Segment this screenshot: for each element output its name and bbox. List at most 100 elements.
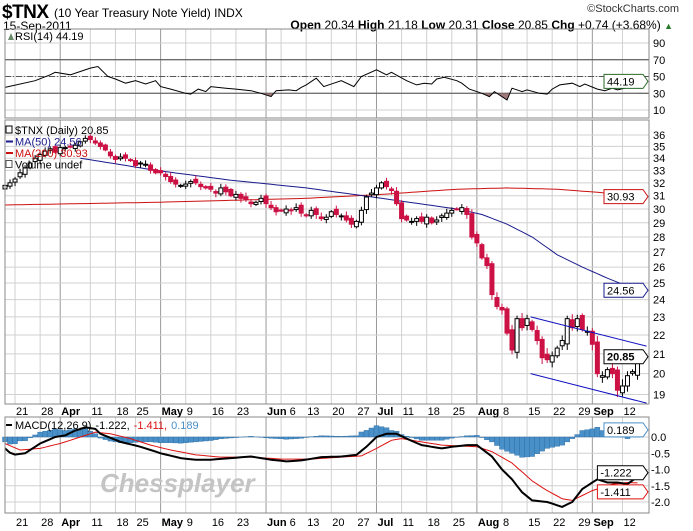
rsi-tick-label: 50: [653, 72, 665, 84]
x-tick-label: Sep: [594, 406, 614, 418]
macd-histogram-bar: [313, 435, 319, 438]
candle-body: [293, 207, 299, 211]
price-legend-item: MA(200) 30.93: [15, 148, 88, 160]
x-tick-label: 16: [212, 406, 224, 418]
macd-histogram-bar: [509, 436, 515, 454]
candle-body: [72, 144, 78, 150]
candle-body: [599, 375, 605, 378]
x-tick-label: Aug: [478, 517, 499, 529]
candle-body: [283, 208, 289, 214]
x-tick-label: 11: [403, 517, 414, 529]
candle-body: [409, 220, 415, 223]
price-tick-label: 32: [653, 178, 665, 190]
panel-frames: [4, 28, 650, 514]
price-tick-label: 23: [653, 312, 665, 324]
x-tick-label: 22: [553, 406, 565, 418]
x-tick-label: 18: [116, 517, 128, 529]
candle-body: [444, 212, 450, 219]
macd-histogram-bar: [203, 436, 209, 442]
x-tick-label: 8: [503, 406, 509, 418]
candle-body: [278, 209, 284, 212]
labels: 21 28 Apr 11 18 25 May 9 16 23 Jun 6 13 20 27 Jul 11 18 25…: [5, 31, 670, 529]
macd-histogram-bar: [559, 436, 565, 446]
macd-histogram-bar: [484, 436, 490, 440]
macd-histogram-bar: [42, 430, 48, 438]
macd-histogram-bar: [544, 436, 550, 449]
price-tick-label: 34: [653, 153, 665, 165]
candle-body: [158, 170, 164, 174]
macd-tick-label: -0.5: [651, 448, 670, 460]
candle-body: [223, 186, 229, 193]
candle-body: [529, 321, 535, 330]
macd-tick-label: 0.0: [651, 432, 666, 444]
candle-body: [107, 151, 113, 157]
macd-histogram-bar: [37, 431, 43, 438]
candle-body: [133, 160, 139, 166]
candle-body: [534, 330, 540, 342]
ma50-line: [80, 157, 638, 291]
candle-body: [414, 218, 420, 222]
candle-body: [258, 197, 264, 203]
candle-body: [379, 182, 384, 189]
x-tick-label: 18: [116, 406, 128, 418]
candle-body: [323, 216, 329, 220]
price-legend-item: $TNX (Daily) 20.85: [15, 125, 109, 137]
macd-histogram-bar: [142, 436, 149, 443]
rsi-line: [4, 65, 638, 101]
macd-histogram-bar: [474, 435, 480, 438]
value-tag-label: 20.85: [607, 352, 635, 364]
candle-body: [183, 183, 189, 187]
candle-body: [459, 207, 465, 212]
macd-histogram-bar: [529, 436, 535, 457]
macd-histogram-bar: [323, 435, 329, 438]
macd-histogram-bar: [373, 425, 380, 438]
x-tick-label: Apr: [61, 406, 81, 418]
value-tag-box: [603, 349, 649, 365]
candle-body: [439, 215, 445, 219]
price-tick-label: 26: [653, 262, 665, 274]
exchange-label: INDX: [214, 6, 243, 20]
candle-body: [138, 162, 144, 165]
x-tick-label: 15: [528, 406, 540, 418]
x-tick-label: Jul: [377, 517, 393, 529]
value-tag-label: 44.19: [607, 76, 635, 88]
macd-histogram-bar: [177, 436, 184, 444]
candle-body: [198, 183, 204, 188]
x-tick-label: 11: [91, 517, 102, 529]
value-tag-label: -1.222: [600, 468, 631, 480]
candle-body: [303, 214, 309, 217]
macd-histogram-bar: [514, 436, 520, 456]
candle-body: [429, 217, 435, 224]
price-tick-label: 22: [653, 330, 665, 342]
candle-body: [17, 172, 23, 178]
macd-histogram-bar: [278, 436, 284, 439]
candle-body: [87, 135, 93, 141]
candle-body: [630, 371, 635, 374]
candle-body: [579, 314, 585, 330]
price-tick-label: 36: [653, 130, 665, 142]
macd-histogram-bar: [549, 436, 555, 448]
candle-body: [233, 193, 239, 198]
price-tick-label: 29: [653, 218, 665, 230]
candle-body: [609, 367, 615, 375]
macd-histogram-bar: [12, 436, 18, 444]
candle-body: [7, 182, 13, 187]
macd-histogram-bar: [353, 435, 360, 438]
candle-body: [308, 209, 314, 217]
x-tick-label: 16: [212, 517, 224, 529]
candle-body: [318, 216, 324, 220]
candle-body: [399, 202, 405, 220]
macd-histogram-bar: [233, 436, 239, 438]
candle-body: [67, 145, 73, 148]
macd-histogram-bar: [218, 436, 224, 439]
macd-histogram-bar: [268, 436, 274, 439]
macd-histogram-bar: [298, 436, 304, 439]
candle-body: [348, 217, 354, 225]
candle-body: [253, 201, 259, 205]
candle-body: [82, 137, 88, 142]
macd-histogram-bar: [188, 436, 194, 443]
candle-body: [97, 142, 103, 147]
macd-histogram-bar: [343, 435, 350, 438]
price-tick-label: 19: [653, 389, 665, 401]
